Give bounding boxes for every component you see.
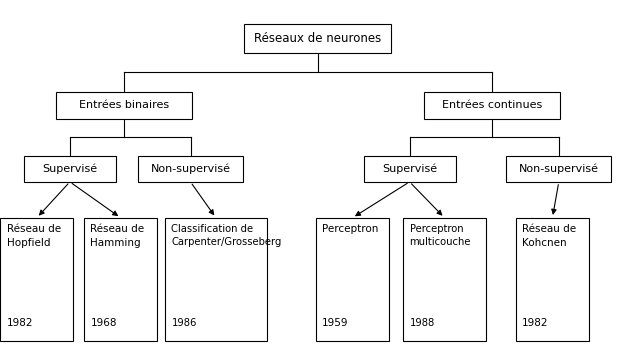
Bar: [24, 156, 116, 182]
Bar: [516, 218, 589, 341]
Text: 1986: 1986: [171, 318, 197, 328]
Text: Entrées continues: Entrées continues: [442, 100, 542, 110]
Text: 1982: 1982: [6, 318, 33, 328]
Text: Perceptron: Perceptron: [323, 224, 378, 234]
Text: multicouche: multicouche: [410, 237, 471, 247]
Text: 1982: 1982: [522, 318, 549, 328]
Bar: [424, 92, 561, 119]
Bar: [56, 92, 192, 119]
Bar: [507, 156, 611, 182]
Text: Supervisé: Supervisé: [382, 164, 437, 174]
Bar: [138, 156, 243, 182]
Text: 1988: 1988: [410, 318, 435, 328]
Bar: [403, 218, 486, 341]
Text: 1959: 1959: [323, 318, 349, 328]
Bar: [316, 218, 389, 341]
Text: Réseau de: Réseau de: [6, 224, 61, 234]
Text: Carpenter/Grosseberg: Carpenter/Grosseberg: [171, 237, 282, 247]
Bar: [244, 24, 391, 53]
Text: 1968: 1968: [91, 318, 117, 328]
Text: Non-supervisé: Non-supervisé: [150, 164, 231, 174]
Text: Réseau de: Réseau de: [91, 224, 145, 234]
Text: Non-supervisé: Non-supervisé: [519, 164, 599, 174]
Text: Kohcnen: Kohcnen: [522, 238, 567, 248]
Text: Hopfield: Hopfield: [6, 238, 50, 248]
Text: Entrées binaires: Entrées binaires: [79, 100, 169, 110]
Bar: [84, 218, 157, 341]
Bar: [1, 218, 74, 341]
Text: Hamming: Hamming: [91, 238, 141, 248]
Text: Réseaux de neurones: Réseaux de neurones: [254, 32, 381, 45]
Text: Réseau de: Réseau de: [522, 224, 577, 234]
Text: Classification de: Classification de: [171, 224, 253, 234]
Bar: [363, 156, 456, 182]
Text: Supervisé: Supervisé: [43, 164, 97, 174]
Bar: [165, 218, 267, 341]
Text: Perceptron: Perceptron: [410, 224, 463, 234]
